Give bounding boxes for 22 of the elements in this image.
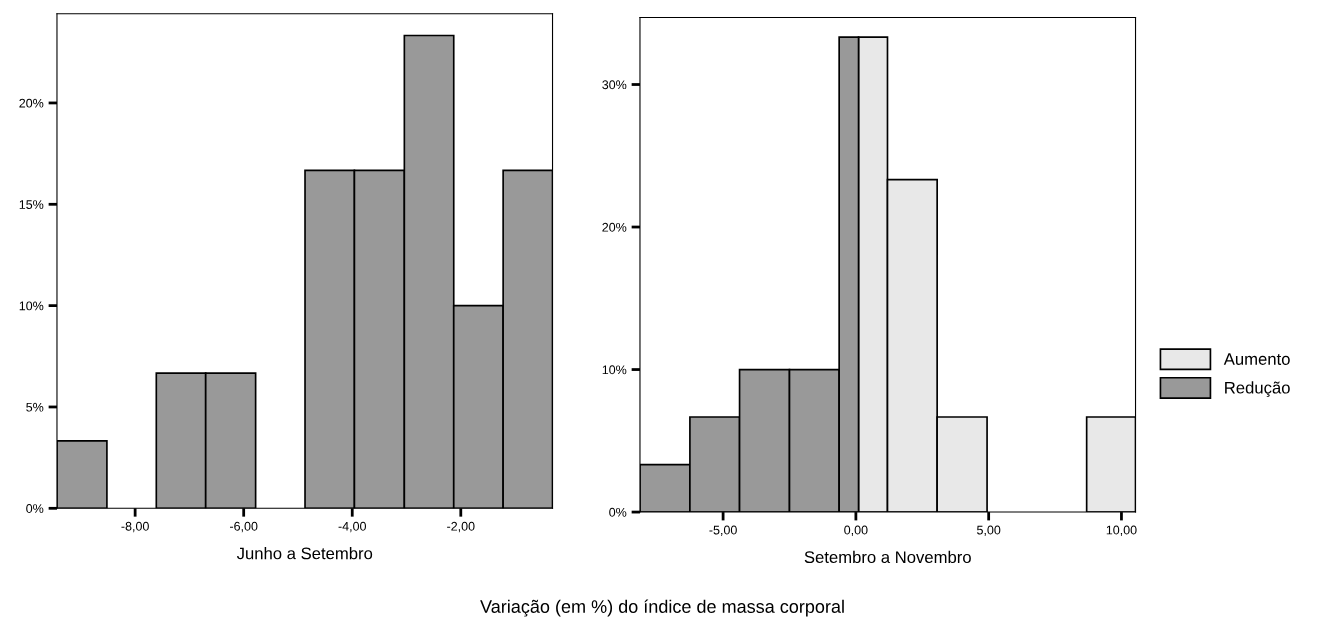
y-tick-label: 20%	[602, 222, 627, 232]
y-tick-label: 0%	[26, 504, 44, 513]
x-tick-label: 0,00	[844, 525, 868, 536]
y-tick-label: 10%	[602, 365, 627, 375]
y-tick-label: 20%	[19, 98, 44, 108]
legend-label: Redução	[1225, 381, 1290, 397]
y-tick-label: 5%	[26, 402, 44, 412]
y-tick-label: 30%	[602, 80, 627, 90]
y-tick-label: 0%	[609, 507, 627, 517]
legend-label: Aumento	[1223, 353, 1290, 365]
y-tick-label: 15%	[19, 200, 44, 209]
x-tick-label: -4,00	[338, 521, 366, 533]
text: Variação (em %) do índice de massa corporal	[480, 599, 844, 617]
x-tick-label: -5,00	[709, 525, 737, 536]
x-axis-title: Setembro a Novembro	[804, 550, 971, 564]
x-tick-label: -8,00	[121, 521, 149, 533]
x-tick-label: -6,00	[230, 521, 258, 533]
x-tick-label: -2,00	[447, 521, 475, 533]
x-tick-label: 10,00	[1106, 525, 1137, 536]
x-axis-title: Junho a Setembro	[236, 547, 373, 560]
x-tick-label: 5,00	[977, 525, 1001, 536]
y-tick-label: 10%	[19, 301, 44, 311]
